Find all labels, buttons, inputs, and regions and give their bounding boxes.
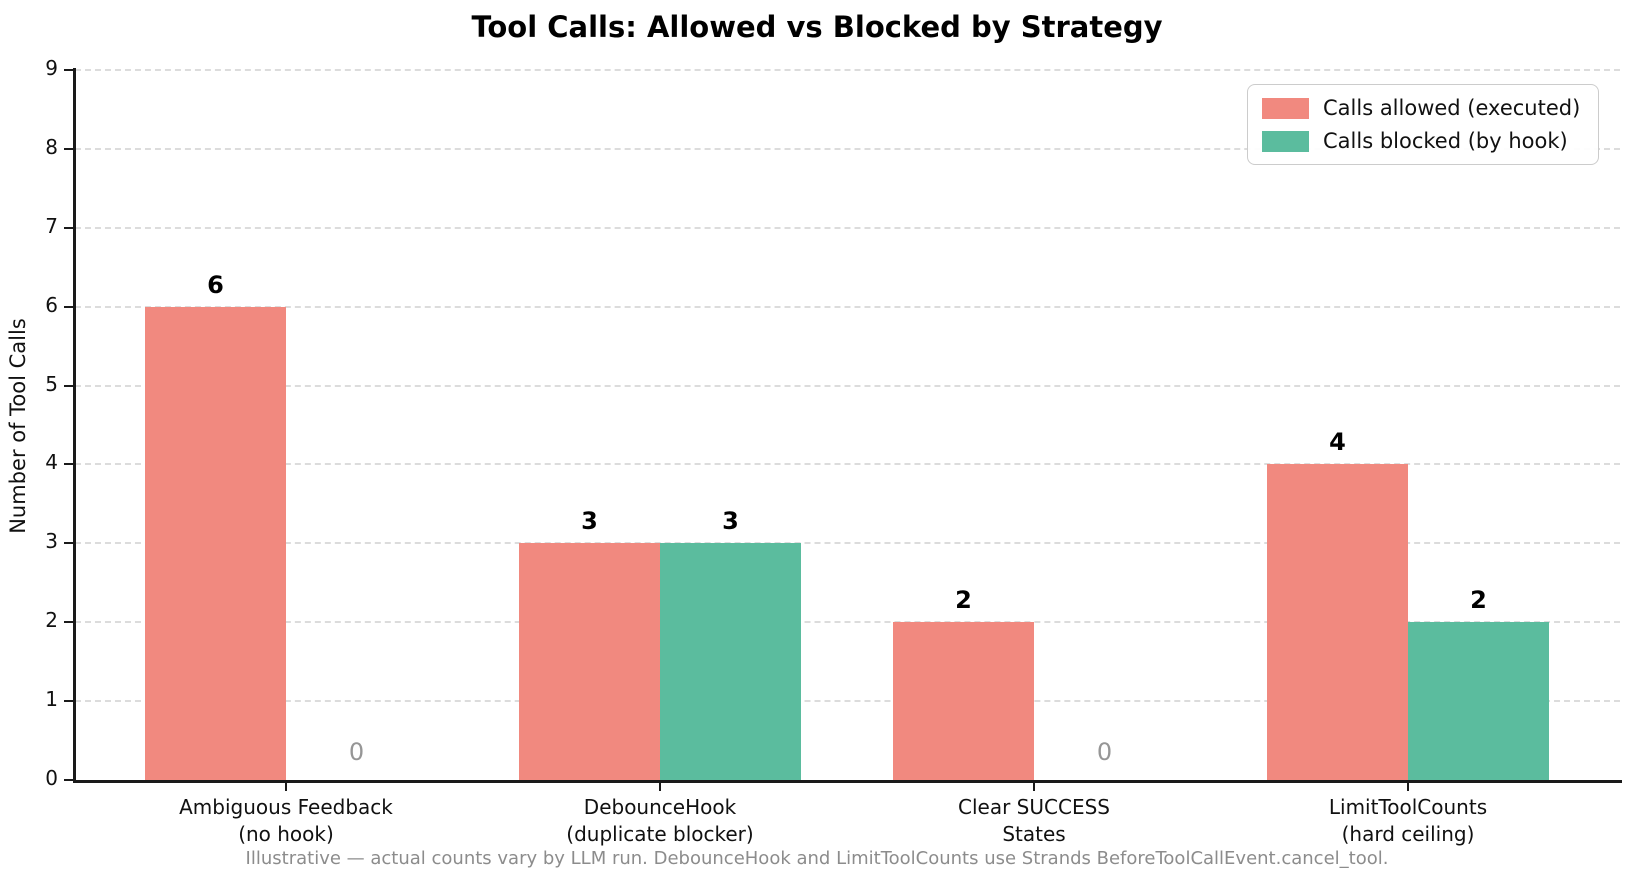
bar-value-label-zero: 0 — [348, 738, 365, 766]
y-tick-label-3: 3 — [45, 529, 58, 554]
x-tick-label-3: LimitToolCounts (hard ceiling) — [1328, 795, 1488, 846]
footer-note: Illustrative — actual counts vary by LLM… — [245, 848, 1389, 869]
bar-value-label: 6 — [207, 270, 224, 299]
x-tick-mark-0 — [285, 782, 287, 791]
gridline-y7 — [75, 226, 1620, 229]
bar-blocked-3 — [1408, 622, 1549, 780]
bar-allowed-2 — [893, 622, 1034, 780]
gridline-y4 — [75, 463, 1620, 466]
bar-value-label-zero: 0 — [1096, 738, 1113, 766]
bar-allowed-0 — [145, 306, 286, 780]
bar-blocked-1 — [660, 543, 801, 780]
y-tick-mark-2 — [64, 621, 73, 624]
bar-value-label: 4 — [1329, 428, 1346, 457]
x-tick-mark-2 — [1033, 782, 1035, 791]
x-axis-spine — [73, 780, 1622, 783]
x-tick-mark-1 — [659, 782, 661, 791]
bar-value-label: 2 — [955, 586, 972, 615]
x-tick-label-1: DebounceHook (duplicate blocker) — [566, 795, 754, 846]
gridline-y8 — [75, 147, 1620, 150]
gridline-y2 — [75, 621, 1620, 624]
legend-item-0: Calls allowed (executed) — [1262, 96, 1584, 120]
x-tick-mark-3 — [1407, 782, 1409, 791]
bar-value-label: 3 — [722, 507, 739, 536]
y-tick-label-2: 2 — [45, 608, 58, 633]
y-tick-label-1: 1 — [45, 687, 58, 712]
legend-label: Calls allowed (executed) — [1323, 96, 1581, 120]
gridline-y6 — [75, 305, 1620, 308]
y-tick-label-6: 6 — [45, 292, 58, 317]
legend-swatch-allowed — [1262, 97, 1309, 119]
y-tick-label-9: 9 — [45, 56, 58, 80]
bar-allowed-3 — [1267, 464, 1408, 780]
x-tick-label-0: Ambiguous Feedback (no hook) — [179, 795, 393, 846]
gridline-y1 — [75, 700, 1620, 703]
y-tick-label-4: 4 — [45, 450, 58, 475]
legend: Calls allowed (executed) Calls blocked (b… — [1247, 84, 1599, 165]
y-tick-mark-7 — [64, 226, 73, 229]
gridline-y5 — [75, 384, 1620, 387]
legend-label: Calls blocked (by hook) — [1323, 129, 1568, 153]
y-tick-label-5: 5 — [45, 371, 58, 396]
legend-swatch-blocked — [1262, 130, 1309, 152]
chart-title: Tool Calls: Allowed vs Blocked by Strate… — [471, 10, 1163, 44]
gridline-y3 — [75, 542, 1620, 545]
gridline-y9 — [75, 69, 1620, 71]
x-tick-label-2: Clear SUCCESS States — [958, 795, 1110, 846]
y-tick-mark-4 — [64, 463, 73, 466]
y-tick-mark-8 — [64, 147, 73, 150]
y-tick-label-7: 7 — [45, 213, 58, 238]
bar-allowed-1 — [519, 543, 660, 780]
legend-item-1: Calls blocked (by hook) — [1262, 129, 1584, 153]
bar-value-label: 3 — [581, 507, 598, 536]
y-tick-mark-0 — [64, 779, 73, 781]
y-tick-mark-9 — [64, 69, 73, 71]
y-axis-spine — [73, 68, 76, 782]
y-tick-mark-5 — [64, 384, 73, 387]
bar-value-label: 2 — [1470, 586, 1487, 615]
y-tick-label-8: 8 — [45, 134, 58, 159]
y-tick-mark-3 — [64, 542, 73, 545]
y-tick-mark-1 — [64, 700, 73, 703]
y-tick-label-0: 0 — [45, 766, 58, 790]
y-tick-mark-6 — [64, 305, 73, 308]
